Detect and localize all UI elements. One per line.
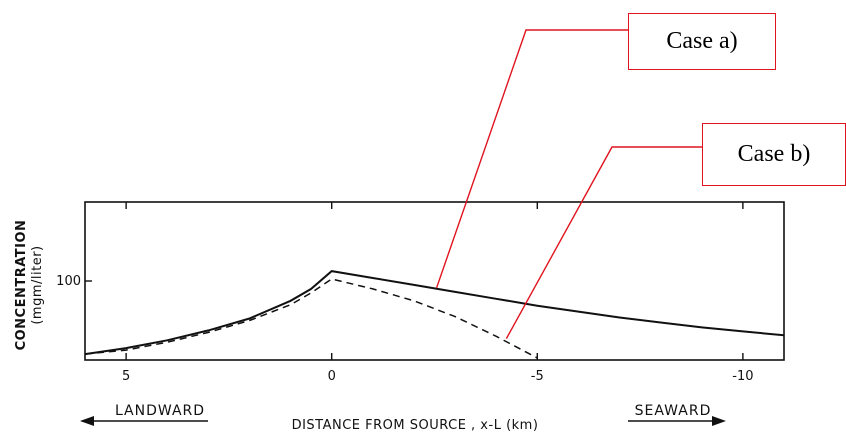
series-layer (84, 270, 785, 359)
landward-arrow (80, 416, 208, 426)
seaward-arrow (628, 416, 726, 426)
y-tick-label-0: 100 (56, 274, 81, 289)
y-axis-label: CONCENTRATION (14, 220, 29, 351)
seaward-label: SEAWARD (635, 403, 712, 419)
x-tick-label-3: -10 (732, 369, 753, 384)
x-tick-label-2: -5 (531, 369, 544, 384)
case-b-leader (505, 146, 702, 339)
x-tick-label-1: 0 (328, 369, 336, 384)
x-axis-label: DISTANCE FROM SOURCE , x-L (km) (292, 418, 539, 433)
landward-label: LANDWARD (115, 403, 205, 419)
ticks-layer: 5 0 -5 -10 100 (56, 202, 753, 384)
case-b-annotation: Case b) (702, 123, 846, 186)
leaders-layer (435, 29, 702, 339)
case-a-annotation: Case a) (628, 13, 776, 70)
plot-frame (84, 201, 785, 361)
case-a-leader (435, 29, 628, 289)
series-solid-line (84, 270, 785, 356)
y-axis-unit: (mgm/liter) (30, 245, 45, 324)
x-tick-label-0: 5 (122, 369, 130, 384)
series-dashed-line (84, 278, 538, 359)
